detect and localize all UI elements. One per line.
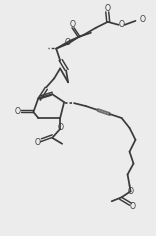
Text: O: O [119, 20, 125, 29]
Text: O: O [70, 20, 76, 29]
Text: O: O [127, 187, 134, 196]
Text: O: O [57, 123, 63, 132]
Text: O: O [129, 202, 136, 211]
Text: O: O [65, 38, 71, 47]
Text: O: O [105, 4, 111, 13]
Text: O: O [139, 15, 145, 24]
Text: O: O [15, 107, 21, 116]
Text: O: O [34, 138, 40, 147]
